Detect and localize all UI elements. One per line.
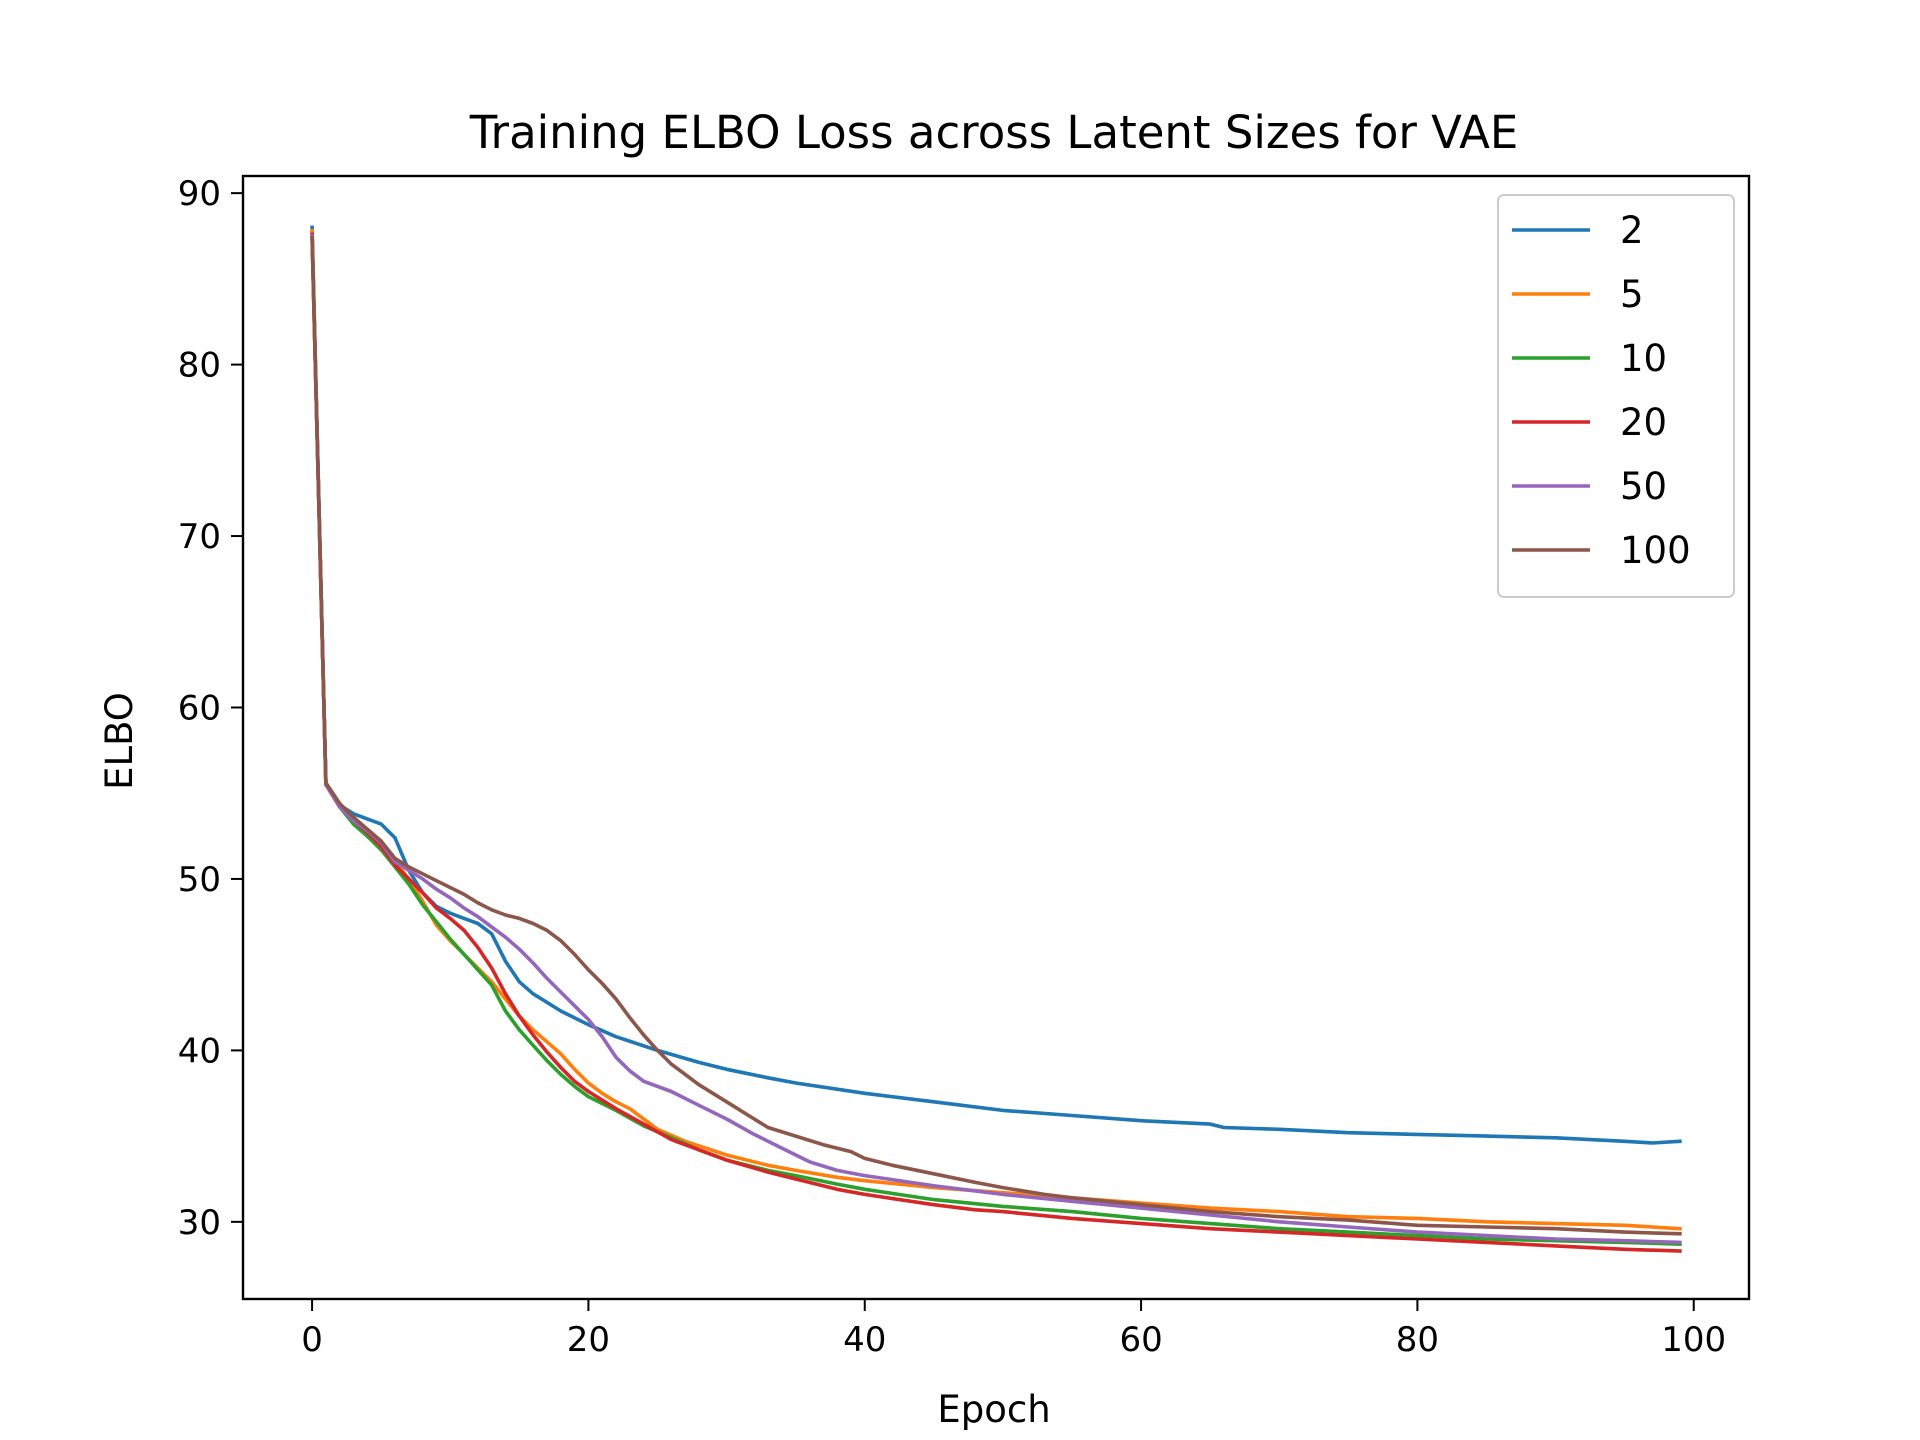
series-line-2 <box>310 225 1682 1145</box>
x-tick-label: 0 <box>301 1320 323 1360</box>
series-line-50 <box>310 234 1682 1245</box>
legend: 2 5 10 20 50 100 <box>1497 194 1735 598</box>
legend-label-50: 50 <box>1620 465 1667 508</box>
y-tick-label: 50 <box>178 860 221 900</box>
chart-title: Training ELBO Loss across Latent Sizes f… <box>469 106 1519 159</box>
legend-label-5: 5 <box>1620 273 1644 316</box>
legend-label-100: 100 <box>1620 529 1691 572</box>
plot-frame <box>241 174 1751 1301</box>
x-tick-label: 60 <box>1119 1320 1162 1360</box>
x-tick-label: 100 <box>1661 1320 1726 1360</box>
y-tick-label: 40 <box>178 1031 221 1071</box>
y-tick-label: 70 <box>178 517 221 557</box>
legend-label-10: 10 <box>1620 337 1667 380</box>
x-tick-label: 80 <box>1396 1320 1439 1360</box>
x-tick-label: 20 <box>567 1320 610 1360</box>
series-line-10 <box>310 234 1682 1246</box>
y-tick-label: 90 <box>178 174 221 214</box>
series-line-20 <box>310 232 1682 1253</box>
x-tick-label: 40 <box>843 1320 886 1360</box>
y-tick-label: 80 <box>178 346 221 386</box>
y-tick-label: 30 <box>178 1203 221 1243</box>
legend-label-20: 20 <box>1620 401 1667 444</box>
series-line-100 <box>310 235 1682 1236</box>
legend-box <box>1497 194 1735 598</box>
x-axis: 0 20 40 60 80 100 <box>301 1299 1726 1360</box>
y-axis-title: ELBO <box>98 692 141 790</box>
y-tick-label: 60 <box>178 688 221 728</box>
plot-area <box>310 225 1682 1253</box>
x-axis-title: Epoch <box>937 1388 1050 1431</box>
y-axis: 30 40 50 60 70 80 90 <box>178 174 243 1243</box>
legend-label-2: 2 <box>1620 209 1644 252</box>
